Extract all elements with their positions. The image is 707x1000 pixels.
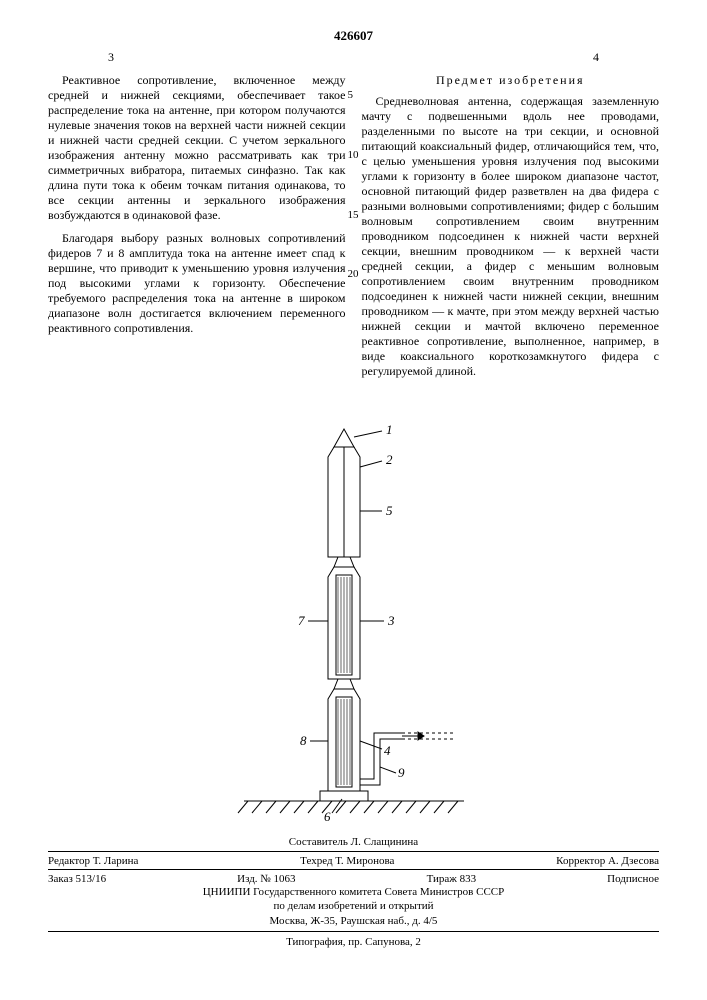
corrector: Корректор А. Дзесова	[556, 855, 659, 867]
print-run: Тираж 833	[427, 873, 477, 885]
subscription: Подписное	[607, 873, 659, 885]
document-number: 426607	[48, 28, 659, 44]
left-column: Реактивное сопротивление, включенное меж…	[48, 73, 346, 387]
svg-text:7: 7	[298, 613, 305, 628]
right-column: 5 10 15 20 Предмет изобретения Средневол…	[362, 73, 660, 387]
typography: Типография, пр. Сапунова, 2	[286, 936, 421, 948]
claim-title: Предмет изобретения	[362, 73, 660, 88]
left-para-1: Реактивное сопротивление, включенное меж…	[48, 73, 346, 223]
svg-text:8: 8	[300, 733, 307, 748]
right-para: Средневолновая антенна, содержащая зазем…	[362, 94, 660, 379]
techred: Техред Т. Миронова	[300, 855, 394, 867]
svg-text:6: 6	[324, 809, 331, 821]
svg-text:4: 4	[384, 743, 391, 758]
compiler: Составитель Л. Слащинина	[48, 836, 659, 848]
svg-text:2: 2	[386, 452, 393, 467]
order-number: Заказ 513/16	[48, 873, 106, 885]
org-line-1: ЦНИИПИ Государственного комитета Совета …	[48, 885, 659, 899]
page-number-right: 4	[593, 50, 599, 65]
svg-text:5: 5	[386, 503, 393, 518]
credits-block: Составитель Л. Слащинина Редактор Т. Лар…	[48, 836, 659, 949]
line-number-marks: 5 10 15 20	[348, 89, 359, 282]
left-para-2: Благодаря выбору разных волновых сопроти…	[48, 231, 346, 336]
page-number-left: 3	[108, 50, 114, 65]
editor: Редактор Т. Ларина	[48, 855, 138, 867]
figure: 1 2 5 3 7 4 8 9 6	[48, 401, 659, 826]
edition-number: Изд. № 1063	[237, 873, 295, 885]
org-line-3: Москва, Ж-35, Раушская наб., д. 4/5	[48, 914, 659, 928]
svg-text:1: 1	[386, 422, 393, 437]
svg-text:9: 9	[398, 765, 405, 780]
org-line-2: по делам изобретений и открытий	[48, 899, 659, 913]
svg-text:3: 3	[387, 613, 395, 628]
